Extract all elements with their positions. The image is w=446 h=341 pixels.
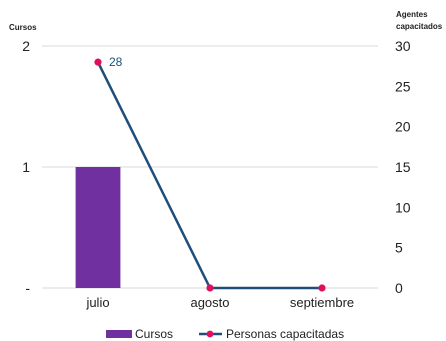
left-tick-label: 1 <box>22 159 30 175</box>
line-personas-capacitadas <box>96 61 322 290</box>
right-tick-label: 25 <box>395 78 411 94</box>
line-point <box>318 284 326 292</box>
line-point <box>94 58 102 66</box>
legend-swatch-cursos <box>106 330 132 338</box>
line-series: 28 <box>94 55 326 292</box>
right-tick-label: 10 <box>395 199 411 215</box>
line-point <box>206 284 214 292</box>
legend-marker <box>206 330 214 338</box>
right-axis-title-line2: capacitados <box>396 22 443 31</box>
right-tick-label: 20 <box>395 119 411 135</box>
data-label: 28 <box>109 55 123 69</box>
right-tick-label: 30 <box>395 38 411 54</box>
category-label: septiembre <box>290 295 354 310</box>
right-tick-label: 0 <box>395 280 403 296</box>
legend-label-cursos: Cursos <box>135 327 173 341</box>
left-tick-label: 2 <box>22 38 30 54</box>
bars <box>75 167 121 288</box>
category-label: julio <box>85 295 109 310</box>
bar-cursos <box>75 167 121 288</box>
category-label: agosto <box>190 295 229 310</box>
axes: CursosAgentescapacitados-12051015202530j… <box>9 10 443 310</box>
right-tick-label: 15 <box>395 159 411 175</box>
legend-label-personas: Personas capacitadas <box>226 327 344 341</box>
left-tick-label: - <box>25 280 30 296</box>
right-tick-label: 5 <box>395 240 403 256</box>
legend: Cursos Personas capacitadas <box>106 327 344 341</box>
left-axis-title: Cursos <box>9 23 37 32</box>
right-axis-title-line1: Agentes <box>396 10 428 19</box>
